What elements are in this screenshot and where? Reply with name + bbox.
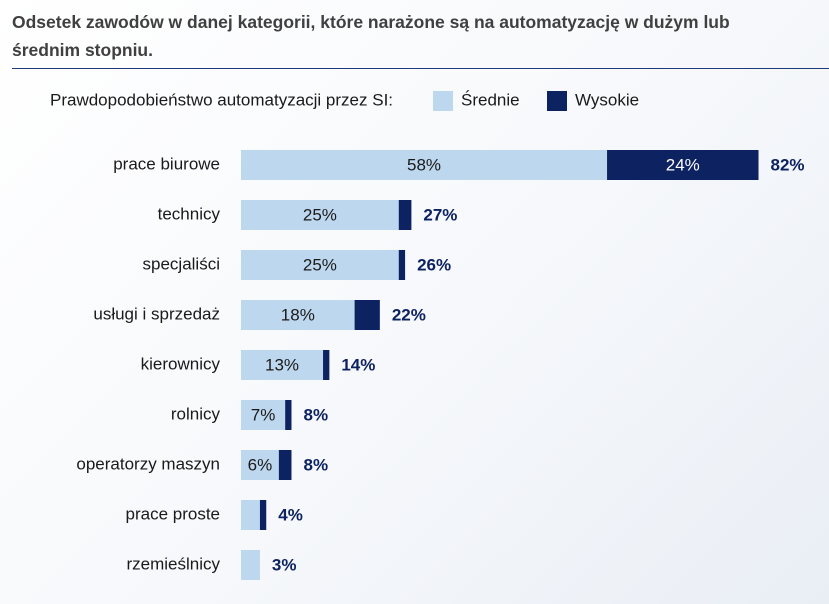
- total-label: 22%: [392, 305, 426, 324]
- legend-label: Wysokie: [575, 90, 639, 109]
- value-label: 24%: [666, 155, 700, 174]
- total-label: 14%: [341, 355, 375, 374]
- value-label: 58%: [407, 155, 441, 174]
- category-label: rolnicy: [171, 404, 221, 423]
- bar-segment: [607, 150, 759, 180]
- total-label: 8%: [303, 405, 328, 424]
- value-label: 25%: [303, 205, 337, 224]
- bar-segment: [241, 300, 355, 330]
- category-label: operatorzy maszyn: [76, 454, 220, 473]
- bar-segment: [241, 450, 279, 480]
- legend-label: Średnie: [461, 90, 520, 109]
- total-label: 3%: [272, 555, 297, 574]
- total-label: 8%: [303, 455, 328, 474]
- total-label: 27%: [423, 205, 457, 224]
- value-label: 18%: [281, 305, 315, 324]
- title-rule: [12, 68, 829, 69]
- total-label: 4%: [278, 505, 303, 524]
- chart-title: Odsetek zawodów w danej kategorii, które…: [12, 12, 730, 60]
- legend-title: Prawdopodobieństwo automatyzacji przez S…: [50, 90, 393, 109]
- bar-segment: [398, 250, 406, 280]
- value-label: 6%: [248, 455, 273, 474]
- bar-segment: [259, 500, 267, 530]
- bar-segment: [285, 400, 292, 430]
- value-label: 7%: [251, 405, 276, 424]
- bar-segment: [241, 400, 286, 430]
- bar-segment: [241, 350, 324, 380]
- category-label: kierownicy: [141, 354, 221, 373]
- bar-segment: [323, 350, 330, 380]
- category-label: prace biurowe: [113, 154, 220, 173]
- category-label: prace proste: [126, 504, 221, 523]
- legend-swatch: [547, 91, 567, 111]
- total-label: 82%: [771, 155, 805, 174]
- value-label: 13%: [265, 355, 299, 374]
- bar-segment: [241, 250, 399, 280]
- bar-segment: [241, 550, 260, 580]
- legend-swatch: [433, 91, 453, 111]
- category-label: usługi i sprzedaż: [93, 304, 220, 323]
- bar-segment: [398, 200, 412, 230]
- bar-segment: [241, 200, 399, 230]
- category-label: specjaliści: [143, 254, 220, 273]
- category-label: rzemieślnicy: [126, 554, 220, 573]
- category-label: technicy: [158, 204, 221, 223]
- bar-segment: [354, 300, 380, 330]
- total-label: 26%: [417, 255, 451, 274]
- bar-segment: [278, 450, 292, 480]
- bar-segment: [241, 150, 608, 180]
- value-label: 25%: [303, 255, 337, 274]
- bar-segment: [241, 500, 260, 530]
